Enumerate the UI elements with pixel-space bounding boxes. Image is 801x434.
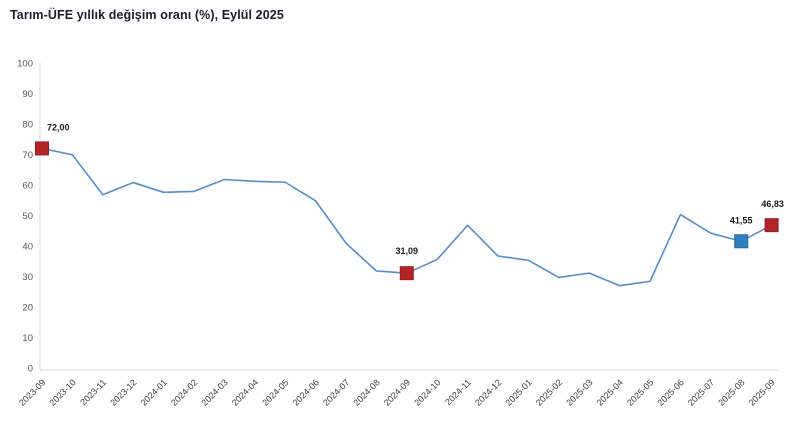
y-tick-label: 30 bbox=[22, 272, 33, 283]
data-point-label: 72,00 bbox=[47, 122, 70, 132]
y-tick-label: 0 bbox=[28, 363, 33, 374]
y-tick-label: 100 bbox=[17, 58, 33, 69]
y-tick-label: 60 bbox=[22, 180, 33, 191]
y-tick-label: 90 bbox=[22, 89, 33, 100]
y-tick-label: 50 bbox=[22, 211, 33, 222]
x-tick-label: 2024-09 bbox=[382, 377, 412, 407]
x-tick-label: 2024-07 bbox=[321, 377, 351, 407]
y-tick-label: 70 bbox=[22, 150, 33, 161]
x-tick-label: 2024-10 bbox=[412, 377, 442, 407]
x-tick-label: 2024-08 bbox=[351, 377, 381, 407]
data-point-marker bbox=[734, 234, 749, 249]
x-tick-label: 2025-01 bbox=[503, 377, 533, 407]
data-point-label: 46,83 bbox=[761, 199, 784, 209]
x-tick-label: 2024-02 bbox=[169, 377, 199, 407]
chart-title: Tarım-ÜFE yıllık değişim oranı (%), Eylü… bbox=[10, 8, 284, 22]
series-line bbox=[41, 147, 773, 287]
x-tick-label: 2025-05 bbox=[625, 377, 655, 407]
y-tick-label: 80 bbox=[22, 119, 33, 130]
data-point-marker bbox=[399, 266, 414, 281]
x-tick-label: 2024-12 bbox=[473, 377, 503, 407]
x-tick-label: 2024-11 bbox=[443, 377, 473, 407]
x-tick-label: 2025-08 bbox=[716, 377, 746, 407]
x-tick-label: 2025-03 bbox=[564, 377, 594, 407]
data-point-label: 31,09 bbox=[396, 246, 419, 256]
x-tick-label: 2023-10 bbox=[47, 377, 77, 407]
x-tick-label: 2023-11 bbox=[78, 377, 108, 407]
x-tick-label: 2024-04 bbox=[230, 377, 260, 407]
x-tick-label: 2025-02 bbox=[534, 377, 564, 407]
data-point-label: 41,55 bbox=[730, 215, 753, 225]
x-tick-label: 2024-05 bbox=[260, 377, 290, 407]
x-tick-label: 2025-09 bbox=[747, 377, 777, 407]
x-tick-label: 2025-06 bbox=[655, 377, 685, 407]
x-tick-label: 2025-04 bbox=[595, 377, 625, 407]
data-point-marker bbox=[764, 218, 779, 233]
data-point-marker bbox=[35, 141, 49, 156]
y-tick-label: 20 bbox=[22, 302, 33, 313]
x-tick-label: 2024-03 bbox=[199, 377, 229, 407]
y-tick-label: 10 bbox=[22, 333, 33, 344]
x-tick-label: 2023-12 bbox=[108, 377, 138, 407]
x-tick-label: 2024-06 bbox=[291, 377, 321, 407]
x-tick-label: 2025-07 bbox=[686, 377, 716, 407]
x-tick-label: 2023-09 bbox=[17, 377, 47, 407]
y-tick-label: 40 bbox=[22, 241, 33, 252]
x-tick-label: 2024-01 bbox=[139, 377, 169, 407]
